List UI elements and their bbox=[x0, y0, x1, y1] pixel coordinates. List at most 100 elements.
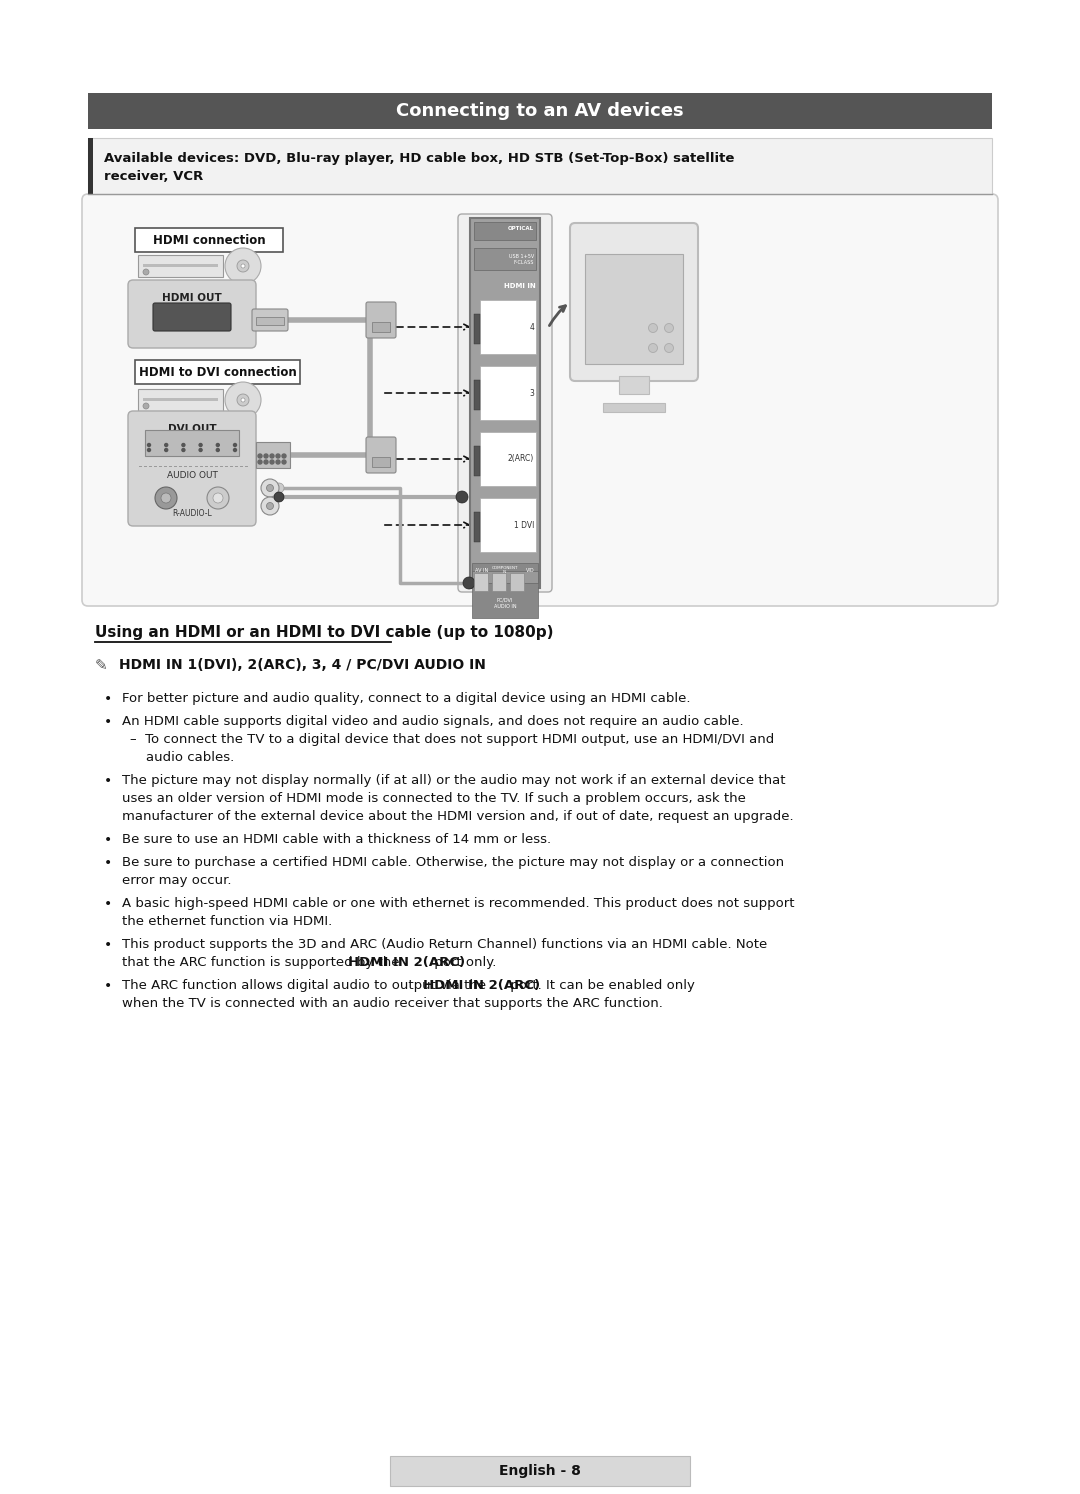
Circle shape bbox=[274, 483, 284, 493]
Circle shape bbox=[143, 403, 149, 409]
Text: Using an HDMI or an HDMI to DVI cable (up to 1080p): Using an HDMI or an HDMI to DVI cable (u… bbox=[95, 624, 554, 639]
Circle shape bbox=[161, 493, 171, 503]
Text: Be sure to purchase a certified HDMI cable. Otherwise, the picture may not displ: Be sure to purchase a certified HDMI cab… bbox=[122, 856, 784, 870]
Text: Be sure to use an HDMI cable with a thickness of 14 mm or less.: Be sure to use an HDMI cable with a thic… bbox=[122, 834, 551, 846]
Bar bbox=[138, 255, 222, 276]
Text: HDMI to DVI connection: HDMI to DVI connection bbox=[138, 366, 296, 378]
Circle shape bbox=[143, 269, 149, 275]
Text: ✎: ✎ bbox=[95, 657, 108, 672]
Circle shape bbox=[264, 460, 268, 465]
Text: •: • bbox=[104, 834, 112, 847]
Text: HDMI IN 2(ARC): HDMI IN 2(ARC) bbox=[423, 979, 540, 992]
Text: Connecting to an AV devices: Connecting to an AV devices bbox=[396, 102, 684, 120]
Text: An HDMI cable supports digital video and audio signals, and does not require an : An HDMI cable supports digital video and… bbox=[122, 716, 744, 728]
Text: HDMI connection: HDMI connection bbox=[152, 233, 266, 247]
Bar bbox=[480, 366, 536, 420]
Circle shape bbox=[164, 448, 167, 451]
Bar bbox=[474, 248, 536, 270]
Bar bbox=[256, 317, 284, 326]
FancyBboxPatch shape bbox=[252, 309, 288, 332]
Circle shape bbox=[282, 460, 286, 465]
Bar bbox=[510, 574, 524, 592]
Text: the ethernet function via HDMI.: the ethernet function via HDMI. bbox=[122, 914, 333, 928]
Circle shape bbox=[261, 498, 279, 515]
Circle shape bbox=[237, 260, 249, 272]
Circle shape bbox=[456, 492, 468, 503]
Circle shape bbox=[164, 444, 167, 447]
Text: HDMI OUT: HDMI OUT bbox=[162, 293, 221, 303]
Circle shape bbox=[282, 454, 286, 459]
Circle shape bbox=[267, 502, 273, 509]
Text: uses an older version of HDMI mode is connected to the TV. If such a problem occ: uses an older version of HDMI mode is co… bbox=[122, 792, 746, 805]
Text: This product supports the 3D and ARC (Audio Return Channel) functions via an HDM: This product supports the 3D and ARC (Au… bbox=[122, 938, 767, 952]
Circle shape bbox=[276, 454, 280, 459]
Text: COMPONENT
IN: COMPONENT IN bbox=[491, 566, 518, 574]
Text: •: • bbox=[104, 716, 112, 729]
Text: •: • bbox=[104, 692, 112, 707]
Text: •: • bbox=[104, 938, 112, 952]
Circle shape bbox=[258, 460, 262, 465]
Text: •: • bbox=[104, 979, 112, 994]
Circle shape bbox=[258, 454, 262, 459]
Bar bbox=[480, 300, 536, 354]
Circle shape bbox=[264, 454, 268, 459]
Bar bbox=[87, 137, 93, 194]
Text: Available devices: DVD, Blu-ray player, HD cable box, HD STB (Set-Top-Box) satel: Available devices: DVD, Blu-ray player, … bbox=[104, 152, 734, 164]
Bar bbox=[390, 1457, 690, 1487]
Circle shape bbox=[463, 577, 475, 589]
Circle shape bbox=[181, 444, 185, 447]
Text: when the TV is connected with an audio receiver that supports the ARC function.: when the TV is connected with an audio r… bbox=[122, 996, 663, 1010]
Bar bbox=[472, 563, 538, 619]
FancyBboxPatch shape bbox=[82, 194, 998, 607]
Text: The ARC function allows digital audio to output via the: The ARC function allows digital audio to… bbox=[122, 979, 490, 992]
Text: •: • bbox=[104, 774, 112, 787]
Circle shape bbox=[199, 444, 202, 447]
Bar bbox=[135, 360, 300, 384]
Bar bbox=[474, 512, 480, 542]
Circle shape bbox=[216, 448, 219, 451]
FancyBboxPatch shape bbox=[570, 223, 698, 381]
Text: 1 DVI: 1 DVI bbox=[514, 520, 534, 529]
Text: •: • bbox=[104, 896, 112, 911]
Circle shape bbox=[664, 344, 674, 353]
Text: •: • bbox=[104, 856, 112, 870]
Bar bbox=[87, 137, 993, 194]
FancyBboxPatch shape bbox=[129, 411, 256, 526]
Circle shape bbox=[225, 248, 261, 284]
Bar bbox=[480, 498, 536, 551]
Bar bbox=[474, 314, 480, 344]
Bar bbox=[138, 388, 222, 411]
Bar bbox=[87, 93, 993, 128]
Bar bbox=[145, 430, 239, 456]
Text: 4: 4 bbox=[529, 323, 534, 332]
Text: OPTICAL: OPTICAL bbox=[508, 226, 534, 230]
Circle shape bbox=[216, 444, 219, 447]
Text: manufacturer of the external device about the HDMI version and, if out of date, : manufacturer of the external device abou… bbox=[122, 810, 794, 823]
Bar bbox=[372, 457, 390, 468]
Circle shape bbox=[267, 484, 273, 492]
Circle shape bbox=[181, 448, 185, 451]
Bar bbox=[480, 432, 536, 486]
Text: HDMI IN: HDMI IN bbox=[504, 282, 536, 288]
Text: AUDIO OUT: AUDIO OUT bbox=[166, 472, 217, 481]
Circle shape bbox=[276, 460, 280, 465]
Text: R-AUDIO-L: R-AUDIO-L bbox=[172, 508, 212, 517]
Circle shape bbox=[664, 324, 674, 333]
Bar bbox=[143, 264, 218, 267]
Text: PC/DVI
AUDIO IN: PC/DVI AUDIO IN bbox=[494, 598, 516, 608]
Bar bbox=[474, 223, 536, 241]
Text: The picture may not display normally (if at all) or the audio may not work if an: The picture may not display normally (if… bbox=[122, 774, 785, 787]
Circle shape bbox=[225, 382, 261, 418]
Text: F-CLASS: F-CLASS bbox=[514, 260, 534, 266]
Text: port only.: port only. bbox=[430, 956, 497, 970]
Text: English - 8: English - 8 bbox=[499, 1464, 581, 1478]
Circle shape bbox=[241, 264, 245, 267]
Text: 2(ARC): 2(ARC) bbox=[508, 454, 534, 463]
Circle shape bbox=[261, 480, 279, 498]
Circle shape bbox=[148, 444, 150, 447]
FancyBboxPatch shape bbox=[153, 303, 231, 332]
Text: DVI OUT: DVI OUT bbox=[167, 424, 216, 433]
Text: HDMI IN 2(ARC): HDMI IN 2(ARC) bbox=[348, 956, 465, 970]
Circle shape bbox=[207, 487, 229, 509]
Circle shape bbox=[274, 492, 284, 502]
